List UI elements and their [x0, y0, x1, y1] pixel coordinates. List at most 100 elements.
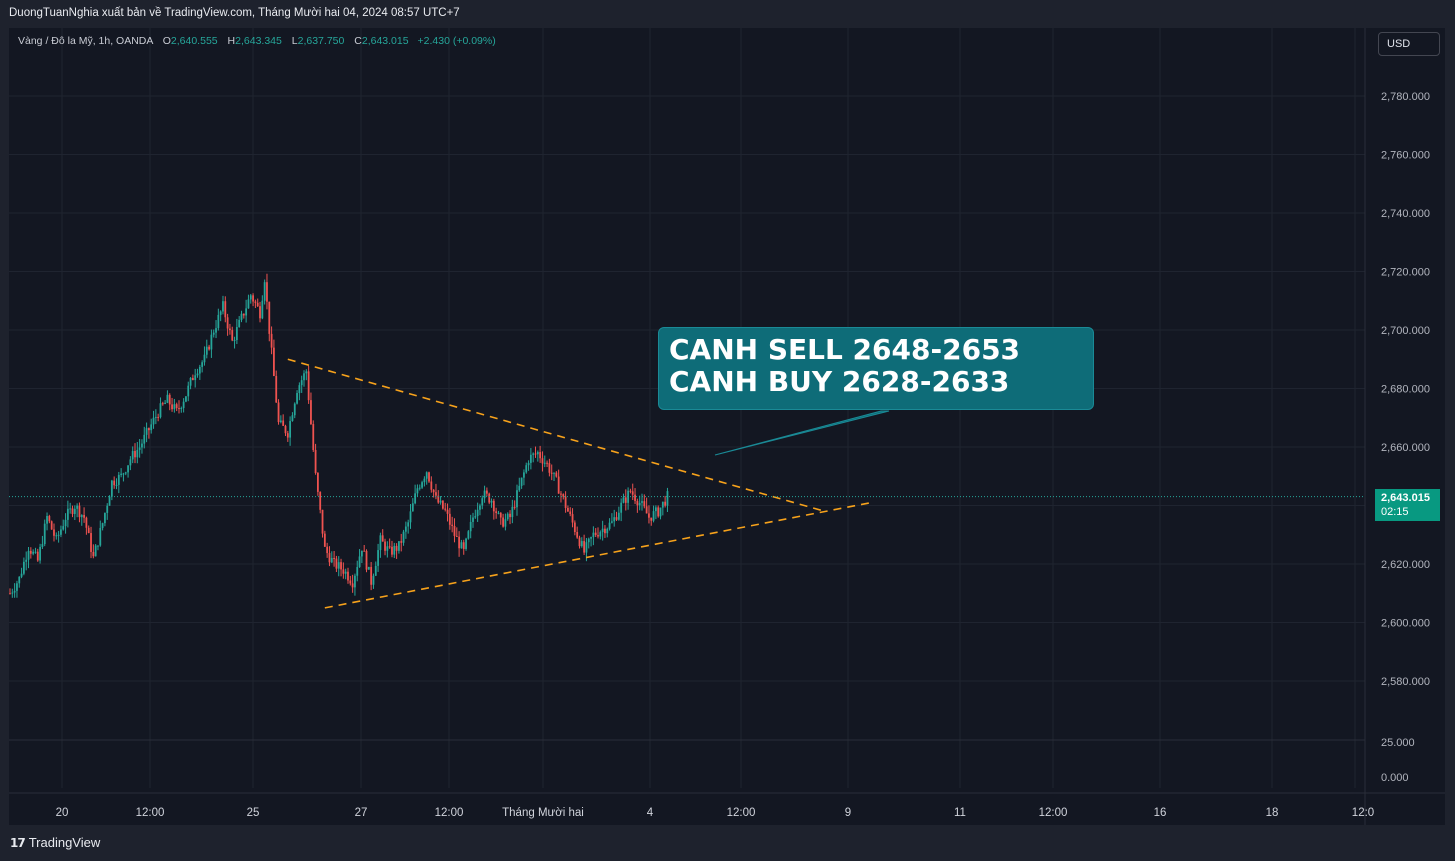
candle-body — [597, 535, 599, 537]
candle-body — [358, 556, 361, 568]
candle-body — [180, 407, 183, 409]
candle-body — [157, 416, 160, 418]
trendline-0 — [287, 358, 826, 513]
trade-annotation[interactable]: CANH SELL 2648-2653 CANH BUY 2628-2633 — [658, 327, 1094, 410]
candle-body — [659, 507, 662, 517]
candle-body — [175, 404, 178, 409]
candle-body — [261, 300, 264, 319]
x-tick-label: 12:00 — [1039, 807, 1068, 819]
candle-body — [273, 347, 275, 376]
annotation-buy: CANH BUY 2628-2633 — [669, 365, 1010, 398]
candle-body — [134, 451, 136, 458]
candle-body — [150, 424, 153, 431]
candle-body — [384, 541, 386, 551]
chart-frame[interactable]: 2,780.000 2,760.000 2,740.000 2,720.000 2,70… — [9, 28, 1445, 825]
candle-body — [409, 511, 412, 523]
candle-body — [66, 508, 69, 520]
candle-body — [300, 380, 303, 386]
price-chart[interactable]: 2,780.000 2,760.000 2,740.000 2,720.000 2,70… — [9, 28, 1445, 825]
candle-body — [64, 519, 67, 527]
candle-body — [154, 416, 157, 418]
y-tick-label: 2,620.000 — [1381, 559, 1430, 571]
candle-body — [622, 497, 625, 503]
y-tick-label: 2,780.000 — [1381, 91, 1430, 103]
candle-body — [259, 306, 261, 319]
candle-body — [546, 462, 548, 464]
candle-body — [386, 546, 389, 551]
candle-body — [485, 490, 488, 494]
candle-body — [513, 506, 516, 508]
candle-body — [286, 433, 289, 438]
candle-body — [122, 473, 125, 475]
legend-change: +2.430 (+0.09%) — [417, 35, 496, 47]
candle-body — [161, 403, 164, 405]
candle-body — [29, 550, 32, 554]
x-tick-label: 18 — [1266, 807, 1279, 819]
candle-body — [490, 500, 493, 503]
legend-close: 2,643.015 — [361, 35, 409, 47]
x-tick-label: Tháng Mười hai — [502, 807, 584, 819]
candle-body — [657, 507, 660, 517]
candle-body — [120, 473, 123, 475]
candle-body — [268, 301, 271, 334]
candle-body — [245, 308, 248, 316]
candle-body — [587, 538, 590, 543]
candle-body — [553, 472, 555, 474]
candle-body — [57, 534, 60, 536]
candle-body — [9, 593, 11, 595]
candle-body — [550, 472, 553, 474]
currency-button[interactable]: USD — [1378, 32, 1440, 56]
candle-body — [483, 490, 486, 499]
candle-body — [101, 523, 104, 528]
legend-low-label: L — [291, 35, 298, 47]
candle-body — [349, 580, 352, 584]
candle-body — [488, 493, 491, 503]
y-tick-label: 2,700.000 — [1381, 325, 1430, 337]
candle-body — [472, 517, 474, 522]
candle-body — [604, 528, 606, 534]
candle-body — [145, 428, 148, 435]
candle-body — [20, 573, 23, 577]
candle-body — [428, 472, 430, 482]
candle-body — [372, 575, 375, 585]
candle-body — [576, 532, 579, 538]
candle-body — [333, 557, 335, 559]
candle-body — [124, 472, 127, 474]
candle-body — [377, 550, 379, 566]
candle-body — [136, 449, 139, 458]
candle-body — [666, 491, 669, 506]
candle-body — [256, 302, 259, 307]
candle-body — [645, 506, 648, 514]
legend-high: 2,643.345 — [235, 35, 282, 47]
candle-body — [511, 506, 514, 518]
tradingview-logo[interactable]: 𝟭𝟳 TradingView — [10, 835, 100, 850]
candle-body — [460, 542, 463, 549]
candle-body — [492, 500, 495, 512]
candle-body — [539, 452, 542, 459]
candle-body — [240, 313, 243, 320]
candle-body — [233, 340, 236, 342]
candle-body — [497, 512, 500, 514]
candle-body — [215, 328, 217, 333]
publisher-line: DuongTuanNghia xuất bản về TradingView.c… — [9, 7, 460, 19]
candle-body — [298, 385, 301, 394]
candle-body — [652, 511, 655, 521]
candle-body — [106, 505, 109, 513]
candle-body — [217, 314, 220, 329]
candle-body — [270, 333, 273, 348]
candle-body — [643, 501, 646, 507]
last-price-value: 2,643.015 — [1381, 492, 1430, 504]
candle-body — [627, 490, 630, 503]
candle-body — [430, 481, 433, 490]
candle-body — [43, 523, 46, 545]
candle-body — [620, 502, 623, 513]
candle-body — [289, 421, 292, 438]
candle-body — [242, 313, 245, 316]
candle-body — [11, 592, 14, 594]
candle-body — [310, 400, 312, 425]
candle-body — [104, 512, 106, 524]
candle-body — [321, 509, 324, 534]
candle-body — [654, 507, 657, 512]
candle-body — [562, 494, 565, 497]
candle-body — [78, 505, 81, 518]
